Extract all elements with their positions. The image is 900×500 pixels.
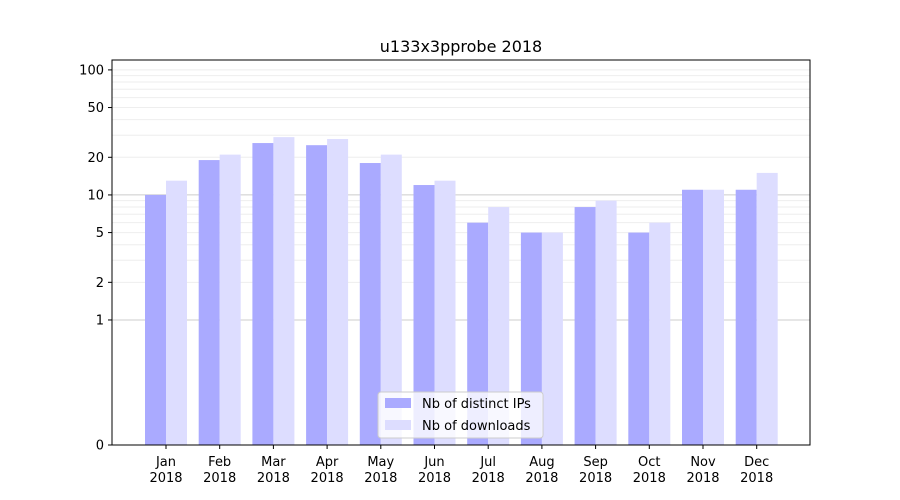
bar-downloads (541, 232, 563, 445)
x-tick-label-month: Jun (423, 455, 444, 470)
y-tick-label: 0 (96, 439, 104, 454)
x-tick-label-year: 2018 (203, 471, 236, 486)
bar-downloads (273, 137, 295, 445)
y-tick-label: 50 (87, 101, 104, 116)
bars (145, 137, 778, 446)
x-tick-label-year: 2018 (579, 471, 612, 486)
y-tick-label: 5 (96, 226, 104, 241)
bar-downloads (756, 172, 778, 445)
x-tick-label-month: Oct (638, 455, 660, 470)
x-tick-label-year: 2018 (472, 471, 505, 486)
x-tick-label-year: 2018 (418, 471, 451, 486)
y-tick-label: 1 (96, 313, 104, 328)
x-tick-label-month: Jan (155, 455, 176, 470)
x-tick-label-year: 2018 (686, 471, 719, 486)
bar-ips (467, 222, 489, 445)
x-tick-label-year: 2018 (311, 471, 344, 486)
x-tick-label-month: May (367, 455, 394, 470)
legend-label-downloads: Nb of downloads (422, 419, 531, 434)
bar-downloads (595, 200, 617, 445)
bar-ips (359, 163, 381, 445)
bar-downloads (380, 154, 402, 446)
bar-ips (306, 145, 328, 445)
y-tick-label: 20 (87, 151, 104, 166)
x-tick-label-year: 2018 (525, 471, 558, 486)
y-tick-label: 10 (87, 188, 104, 203)
x-tick-label-month: Aug (529, 455, 554, 470)
bar-ips (574, 207, 596, 445)
bar-downloads (703, 189, 724, 445)
bar-downloads (327, 139, 349, 445)
bar-ips (682, 189, 703, 445)
bar-ips (198, 160, 220, 445)
legend: Nb of distinct IPs Nb of downloads (377, 391, 544, 439)
x-tick-label-year: 2018 (149, 471, 182, 486)
bar-downloads (166, 180, 187, 445)
chart-title: u133x3pprobe 2018 (380, 37, 542, 56)
x-tick-label-month: Nov (690, 455, 716, 470)
x-tick-label-month: Jul (479, 455, 496, 470)
x-tick-label-month: Apr (316, 455, 339, 470)
x-tick-label-year: 2018 (364, 471, 397, 486)
legend-label-ips: Nb of distinct IPs (422, 397, 531, 412)
bar-ips (413, 185, 435, 445)
bar-ips (252, 143, 274, 445)
bar-ips (735, 189, 757, 445)
legend-swatch-ips (385, 398, 411, 408)
x-tick-label-month: Feb (208, 455, 231, 470)
y-tick-label: 2 (96, 276, 104, 291)
bar-downloads (488, 207, 510, 445)
y-axis: 0 1 2 5 10 20 50 100 (79, 63, 112, 454)
legend-frame (377, 391, 544, 439)
x-tick-label-month: Mar (261, 455, 286, 470)
x-tick-label-year: 2018 (257, 471, 290, 486)
bar-downloads (434, 180, 456, 445)
x-tick-label-month: Sep (583, 455, 608, 470)
bar-ips (145, 194, 166, 445)
y-tick-label: 100 (79, 63, 104, 78)
plot-frame (111, 59, 811, 446)
x-tick-label-year: 2018 (633, 471, 666, 486)
bar-downloads (649, 222, 671, 445)
bar-ips (628, 232, 650, 445)
x-tick-label-month: Dec (744, 455, 769, 470)
bar-downloads (219, 154, 241, 446)
x-axis: Jan2018Feb2018Mar2018Apr2018May2018Jun20… (149, 445, 773, 486)
legend-swatch-downloads (385, 420, 411, 430)
x-tick-label-year: 2018 (740, 471, 773, 486)
